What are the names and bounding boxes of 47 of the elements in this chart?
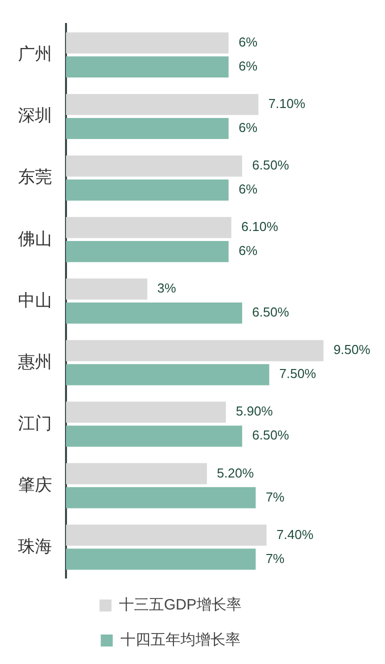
y-tick-label: 广州 [18,44,52,64]
data-label: 6.50% [252,428,290,443]
bar [66,56,229,78]
bar [66,548,256,570]
bar [66,426,242,447]
legend-label: 十四五年均增长率 [120,632,240,649]
data-label: 5.90% [236,404,274,419]
bar [66,463,207,484]
bar [66,364,270,386]
y-tick-label: 肇庆 [18,475,52,494]
data-label: 6% [238,182,258,197]
y-tick-label: 东莞 [18,168,52,187]
data-label: 9.50% [333,342,371,358]
y-tick-label: 深圳 [18,106,52,126]
bar [66,94,258,116]
data-label: 6.50% [252,158,290,173]
y-tick-label: 佛山 [18,229,52,248]
y-tick-label: 惠州 [17,352,52,372]
y-tick-label: 中山 [18,290,52,310]
bar [66,32,229,54]
y-tick-label: 江门 [18,414,52,433]
bar [66,402,226,423]
data-label: 6% [238,243,258,258]
data-label: 6.10% [241,219,279,234]
data-label: 6% [238,120,258,136]
legend-label: 十三五GDP增长率 [119,596,242,614]
data-label: 7.50% [279,366,317,382]
bar [66,217,232,238]
data-label: 7% [266,489,285,504]
bar [66,340,324,362]
data-label: 6% [238,34,258,50]
bar [66,241,229,262]
bar [66,155,242,177]
y-tick-label: 珠海 [18,536,52,556]
data-label: 6.50% [252,304,290,320]
data-label: 6% [238,58,258,74]
bar [66,278,148,300]
bar [66,118,229,140]
bar [66,302,242,324]
data-label: 5.20% [216,465,254,480]
data-label: 3% [157,280,177,296]
data-label: 7.10% [268,96,306,112]
bar [66,524,267,546]
data-label: 7.40% [276,526,314,542]
bar [66,179,229,201]
bar [66,487,256,508]
data-label: 7% [266,550,285,566]
